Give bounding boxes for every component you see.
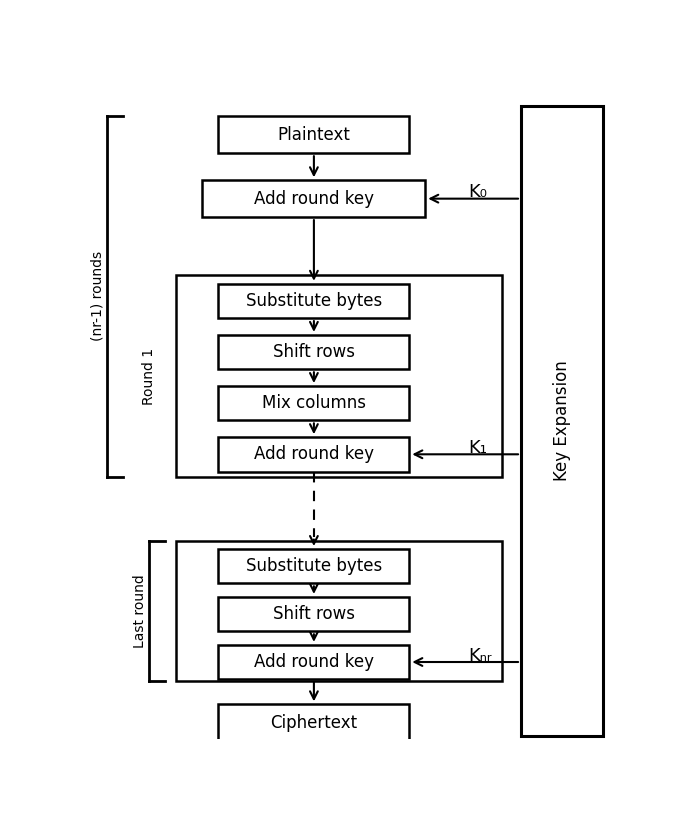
Text: Add round key: Add round key — [254, 653, 374, 671]
Text: Add round key: Add round key — [254, 446, 374, 463]
Bar — [176, 540, 502, 681]
Bar — [219, 597, 410, 632]
Text: Key Expansion: Key Expansion — [553, 360, 571, 481]
Text: Shift rows: Shift rows — [273, 605, 355, 623]
Text: Substitute bytes: Substitute bytes — [246, 292, 382, 310]
Bar — [219, 284, 410, 318]
Bar — [219, 116, 410, 154]
Bar — [219, 437, 410, 471]
Bar — [219, 704, 410, 741]
Bar — [219, 386, 410, 421]
Text: Add round key: Add round key — [254, 190, 374, 208]
Text: Mix columns: Mix columns — [262, 394, 366, 413]
Text: K₁: K₁ — [468, 439, 487, 456]
Bar — [219, 549, 410, 583]
Text: Round 1: Round 1 — [142, 348, 156, 404]
Text: Plaintext: Plaintext — [277, 126, 350, 144]
Bar — [203, 180, 425, 217]
Text: Last round: Last round — [133, 574, 147, 647]
Bar — [219, 334, 410, 369]
Text: Shift rows: Shift rows — [273, 343, 355, 361]
Text: Substitute bytes: Substitute bytes — [246, 557, 382, 575]
Text: Ciphertext: Ciphertext — [271, 714, 358, 732]
Text: (nr-1) rounds: (nr-1) rounds — [90, 251, 104, 341]
Bar — [521, 106, 603, 735]
Bar — [219, 645, 410, 679]
Text: K₀: K₀ — [468, 183, 487, 201]
Bar — [176, 276, 502, 476]
Text: Kₙᵣ: Kₙᵣ — [468, 647, 491, 665]
